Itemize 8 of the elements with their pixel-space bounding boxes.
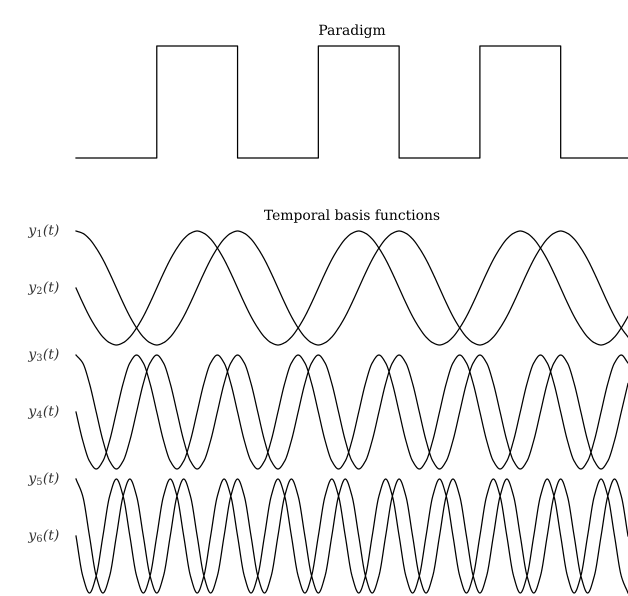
series-label: y$_{5}$(t): [28, 472, 58, 486]
chart-title: Temporal basis functions: [264, 209, 440, 223]
chart-title: Paradigm: [319, 24, 386, 38]
series-label: y$_{2}$(t): [28, 281, 58, 295]
series-label: y$_{3}$(t): [28, 348, 58, 362]
series-label: y$_{1}$(t): [28, 224, 58, 238]
series-label: y$_{6}$(t): [28, 529, 58, 543]
series-label: y$_{4}$(t): [28, 405, 58, 419]
